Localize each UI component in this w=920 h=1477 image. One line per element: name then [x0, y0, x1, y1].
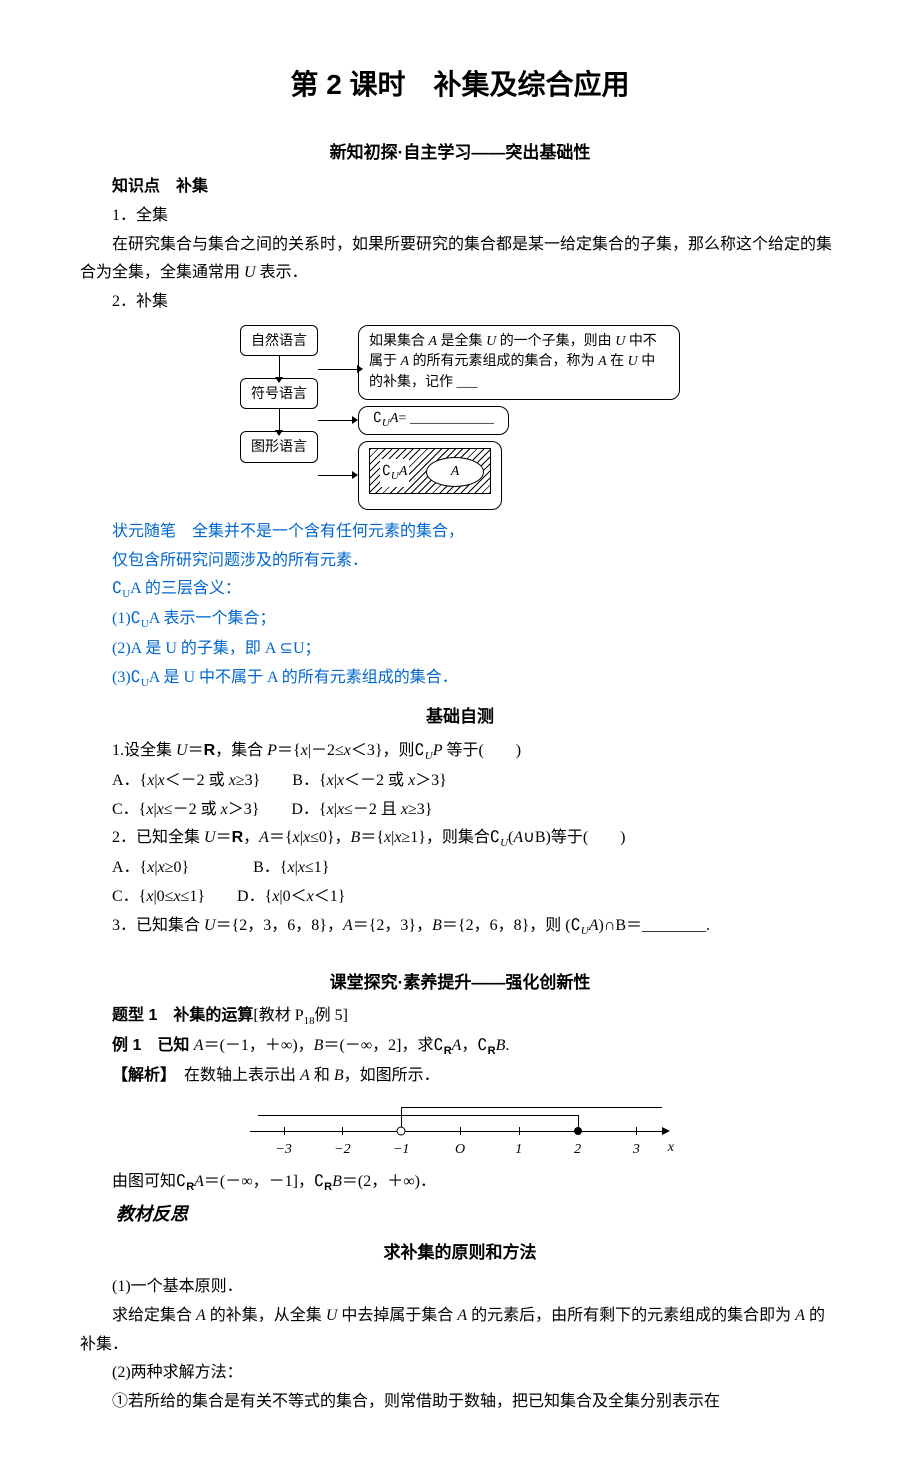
venn-set-A: A — [426, 457, 484, 487]
para-1-u: U — [244, 264, 256, 281]
numline-tick-label: O — [455, 1137, 465, 1162]
flow-arrow-v2 — [279, 409, 280, 431]
answer-line: 由图可知∁RA＝(－∞，－1]，∁RB＝(2，＋∞)． — [80, 1168, 840, 1198]
topic-1-label: 题型 1 补集的运算[教材 P18例 5] — [80, 1002, 840, 1032]
basic-self-test-heading: 基础自测 — [80, 702, 840, 733]
venn-diagram: A ∁UA — [369, 448, 491, 494]
flow-arrow-v1 — [279, 356, 280, 378]
complement-flowchart: 自然语言 符号语言 图形语言 如果集合 A 是全集 U 的一个子集，则由 U 中… — [80, 325, 840, 510]
section-2-heading: 课堂探究·素养提升——强化创新性 — [80, 968, 840, 999]
question-1: 1.设全集 U＝R，集合 P＝{x|－2≤x＜3}，则∁UP 等于( ) — [80, 737, 840, 767]
numline-tick-label: 2 — [574, 1137, 581, 1162]
margin-note-l4: (1)∁UA 表示一个集合； — [80, 605, 840, 635]
numline-x-label: x — [668, 1135, 674, 1160]
lesson-title: 第 2 课时 补集及综合应用 — [80, 60, 840, 110]
numline-tick-label: 3 — [633, 1137, 640, 1162]
numline-tick-label: −2 — [334, 1137, 350, 1162]
para-2-num: 2．补集 — [80, 288, 840, 317]
margin-note-l2: 仅包含所研究问题涉及的所有元素． — [80, 547, 840, 576]
numline-tick-label: −3 — [275, 1137, 291, 1162]
example-1: 例 1 已知 A＝(－1，＋∞)，B＝(－∞，2]，求∁RA，∁RB. — [80, 1032, 840, 1062]
numline-tick — [519, 1127, 520, 1135]
question-2-opts-cd: C．{x|0≤x≤1} D．{x|0＜x＜1} — [80, 883, 840, 912]
flow-node-natural: 自然语言 — [240, 325, 318, 356]
numline-arrow-icon — [662, 1127, 670, 1135]
section-1-heading: 新知初探·自主学习——突出基础性 — [80, 138, 840, 169]
margin-note-l5: (2)A 是 U 的子集，即 A ⊆U； — [80, 635, 840, 664]
question-3: 3．已知集合 U＝{2，3，6，8}，A＝{2，3}，B＝{2，6，8}，则 (… — [80, 912, 840, 942]
method-2-item-1: ①若所给的集合是有关不等式的集合，则常借助于数轴，把已知集合及全集分别表示在 — [80, 1388, 840, 1417]
question-1-opts-ab: A．{x|x＜－2 或 x≥3} B．{x|x＜－2 或 x＞3} — [80, 767, 840, 796]
numline-closed-point — [574, 1127, 582, 1135]
number-line-figure: x −3 −2 −1 O 1 2 3 — [80, 1097, 840, 1166]
numline-tick-label: 1 — [515, 1137, 522, 1162]
venn-complement-label: ∁UA — [380, 459, 409, 487]
question-2-opts-ab: A．{x|x≥0} B．{x|x≤1} — [80, 854, 840, 883]
para-1-num: 1．全集 — [80, 202, 840, 231]
venn-diagram-wrapper: A ∁UA — [358, 441, 502, 510]
method-1-title: (1)一个基本原则． — [80, 1273, 840, 1302]
para-1-body: 在研究集合与集合之间的关系时，如果所要研究的集合都是某一给定集合的子集，那么称这… — [80, 231, 840, 289]
numline-tick — [460, 1127, 461, 1135]
margin-note-l6: (3)∁UA 是 U 中不属于 A 的所有元素组成的集合． — [80, 664, 840, 694]
method-2-title: (2)两种求解方法： — [80, 1359, 840, 1388]
para-1-tail: 表示． — [256, 264, 308, 281]
numline-tick — [284, 1127, 285, 1135]
flow-symbol-text: ∁UA= ____________ — [358, 406, 509, 435]
numline-axis — [250, 1131, 662, 1132]
numline-open-point — [397, 1127, 406, 1136]
flow-natural-text: 如果集合 A 是全集 U 的一个子集，则由 U 中不属于 A 的所有元素组成的集… — [358, 325, 680, 400]
solution-line: 【解析】 在数轴上表示出 A 和 B，如图所示． — [80, 1062, 840, 1091]
numline-tick — [636, 1127, 637, 1135]
para-1-text: 在研究集合与集合之间的关系时，如果所要研究的集合都是某一给定集合的子集，那么称这… — [80, 236, 832, 282]
method-heading: 求补集的原则和方法 — [80, 1238, 840, 1269]
method-1-body: 求给定集合 A 的补集，从全集 U 中去掉属于集合 A 的元素后，由所有剩下的元… — [80, 1302, 840, 1360]
margin-note-l1: 状元随笔 全集并不是一个含有任何元素的集合， — [80, 518, 840, 547]
margin-note-l3: ∁UA 的三层含义： — [80, 575, 840, 605]
jiaocai-reflection: 教材反思 — [80, 1198, 840, 1230]
question-1-opts-cd: C．{x|x≤－2 或 x＞3} D．{x|x≤－2 且 x≥3} — [80, 796, 840, 825]
knowledge-point-label: 知识点 补集 — [80, 173, 840, 202]
numline-tick-label: −1 — [393, 1137, 409, 1162]
question-2: 2．已知全集 U＝R，A＝{x|x≤0}，B＝{x|x≥1}，则集合∁U(A∪B… — [80, 824, 840, 854]
numline-tick — [342, 1127, 343, 1135]
